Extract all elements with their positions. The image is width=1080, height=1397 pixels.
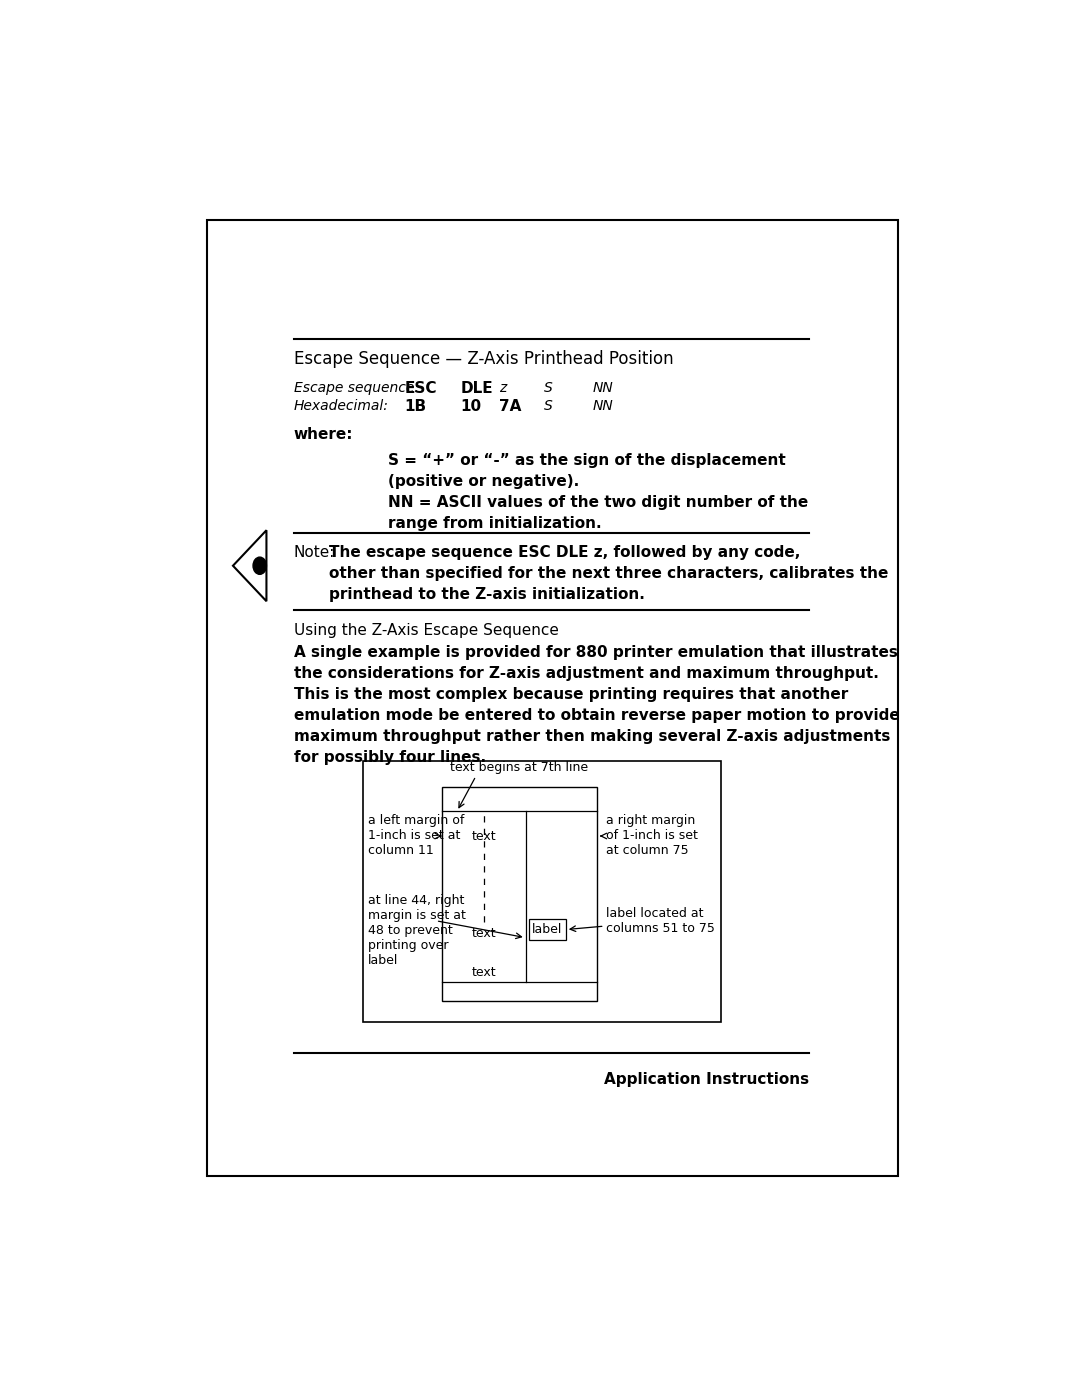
Text: Note:: Note: [294,545,335,560]
Text: where:: where: [294,427,353,441]
Text: 7A: 7A [499,398,522,414]
FancyBboxPatch shape [363,760,721,1023]
Text: NN: NN [592,381,613,395]
Text: S = “+” or “-” as the sign of the displacement
(positive or negative).: S = “+” or “-” as the sign of the displa… [388,453,785,489]
Text: Using the Z-Axis Escape Sequence: Using the Z-Axis Escape Sequence [294,623,558,638]
Polygon shape [233,531,267,601]
FancyBboxPatch shape [442,788,597,1000]
Text: ESC: ESC [405,381,437,395]
Text: S: S [543,398,552,412]
Text: A single example is provided for 880 printer emulation that illustrates
the cons: A single example is provided for 880 pri… [294,645,900,766]
Text: at line 44, right
margin is set at
48 to prevent
printing over
label: at line 44, right margin is set at 48 to… [367,894,465,967]
Text: a left margin of
1-inch is set at
column 11: a left margin of 1-inch is set at column… [367,814,464,858]
Text: Escape sequence:: Escape sequence: [294,381,419,395]
Text: label: label [532,923,563,936]
Text: NN: NN [592,398,613,412]
Text: text: text [472,965,496,979]
Text: The escape sequence ESC DLE z, followed by any code,
other than specified for th: The escape sequence ESC DLE z, followed … [328,545,888,602]
FancyBboxPatch shape [207,219,899,1176]
Text: text begins at 7th line: text begins at 7th line [450,760,589,774]
Text: text: text [472,830,496,842]
Text: 10: 10 [460,398,482,414]
Text: a right margin
of 1-inch is set
at column 75: a right margin of 1-inch is set at colum… [606,814,698,858]
Text: text: text [472,928,496,940]
Text: label located at
columns 51 to 75: label located at columns 51 to 75 [606,907,715,935]
Text: Application Instructions: Application Instructions [604,1073,809,1087]
FancyBboxPatch shape [529,919,566,940]
Text: z: z [499,381,507,395]
Text: Hexadecimal:: Hexadecimal: [294,398,389,412]
Text: S: S [543,381,552,395]
Text: Escape Sequence — Z-Axis Printhead Position: Escape Sequence — Z-Axis Printhead Posit… [294,351,674,369]
Text: DLE: DLE [460,381,494,395]
Text: 1B: 1B [405,398,427,414]
Text: NN = ASCII values of the two digit number of the
range from initialization.: NN = ASCII values of the two digit numbe… [388,495,808,531]
Circle shape [253,557,267,574]
